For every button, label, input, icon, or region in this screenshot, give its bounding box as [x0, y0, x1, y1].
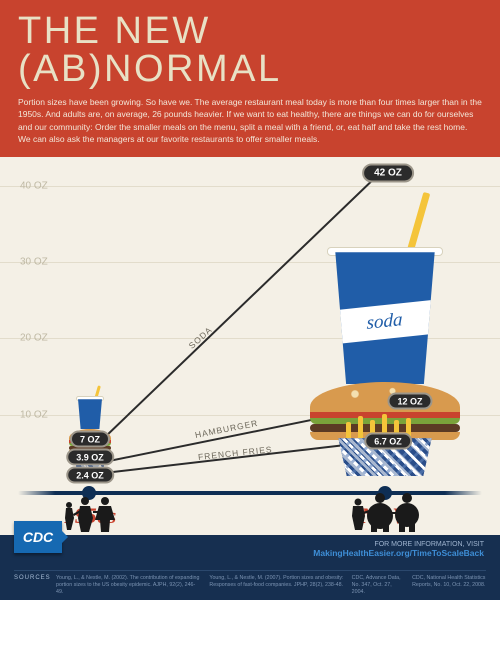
sources: SOURCES Young, L., & Nestle, M. (2002). …	[14, 570, 486, 595]
pill-soda-1950: 7 OZ	[70, 431, 110, 448]
people-now-icon	[347, 492, 425, 532]
more-info: FOR MORE INFORMATION, VISIT MakingHealth…	[313, 541, 484, 558]
pill-burger-1950: 3.9 OZ	[66, 449, 114, 466]
header: THE NEW (AB)NORMAL Portion sizes have be…	[0, 0, 500, 157]
chart-area: 40 OZ 30 OZ 20 OZ 10 OZ SODA HAMBURGER F…	[0, 157, 500, 535]
pill-burger-now: 12 OZ	[387, 393, 432, 410]
cdc-badge: CDC	[14, 521, 62, 553]
footer: CDC FOR MORE INFORMATION, VISIT MakingHe…	[0, 535, 500, 600]
pill-fries-now: 6.7 OZ	[364, 433, 412, 450]
pill-soda-now: 42 OZ	[362, 164, 414, 183]
cup-label: soda	[367, 309, 403, 335]
intro-text: Portion sizes have been growing. So have…	[18, 96, 482, 145]
page-title: THE NEW (AB)NORMAL	[18, 12, 482, 88]
people-1950s-icon	[59, 496, 121, 532]
info-link[interactable]: MakingHealthEasier.org/TimeToScaleBack	[313, 548, 484, 558]
pill-fries-1950: 2.4 OZ	[66, 467, 114, 484]
